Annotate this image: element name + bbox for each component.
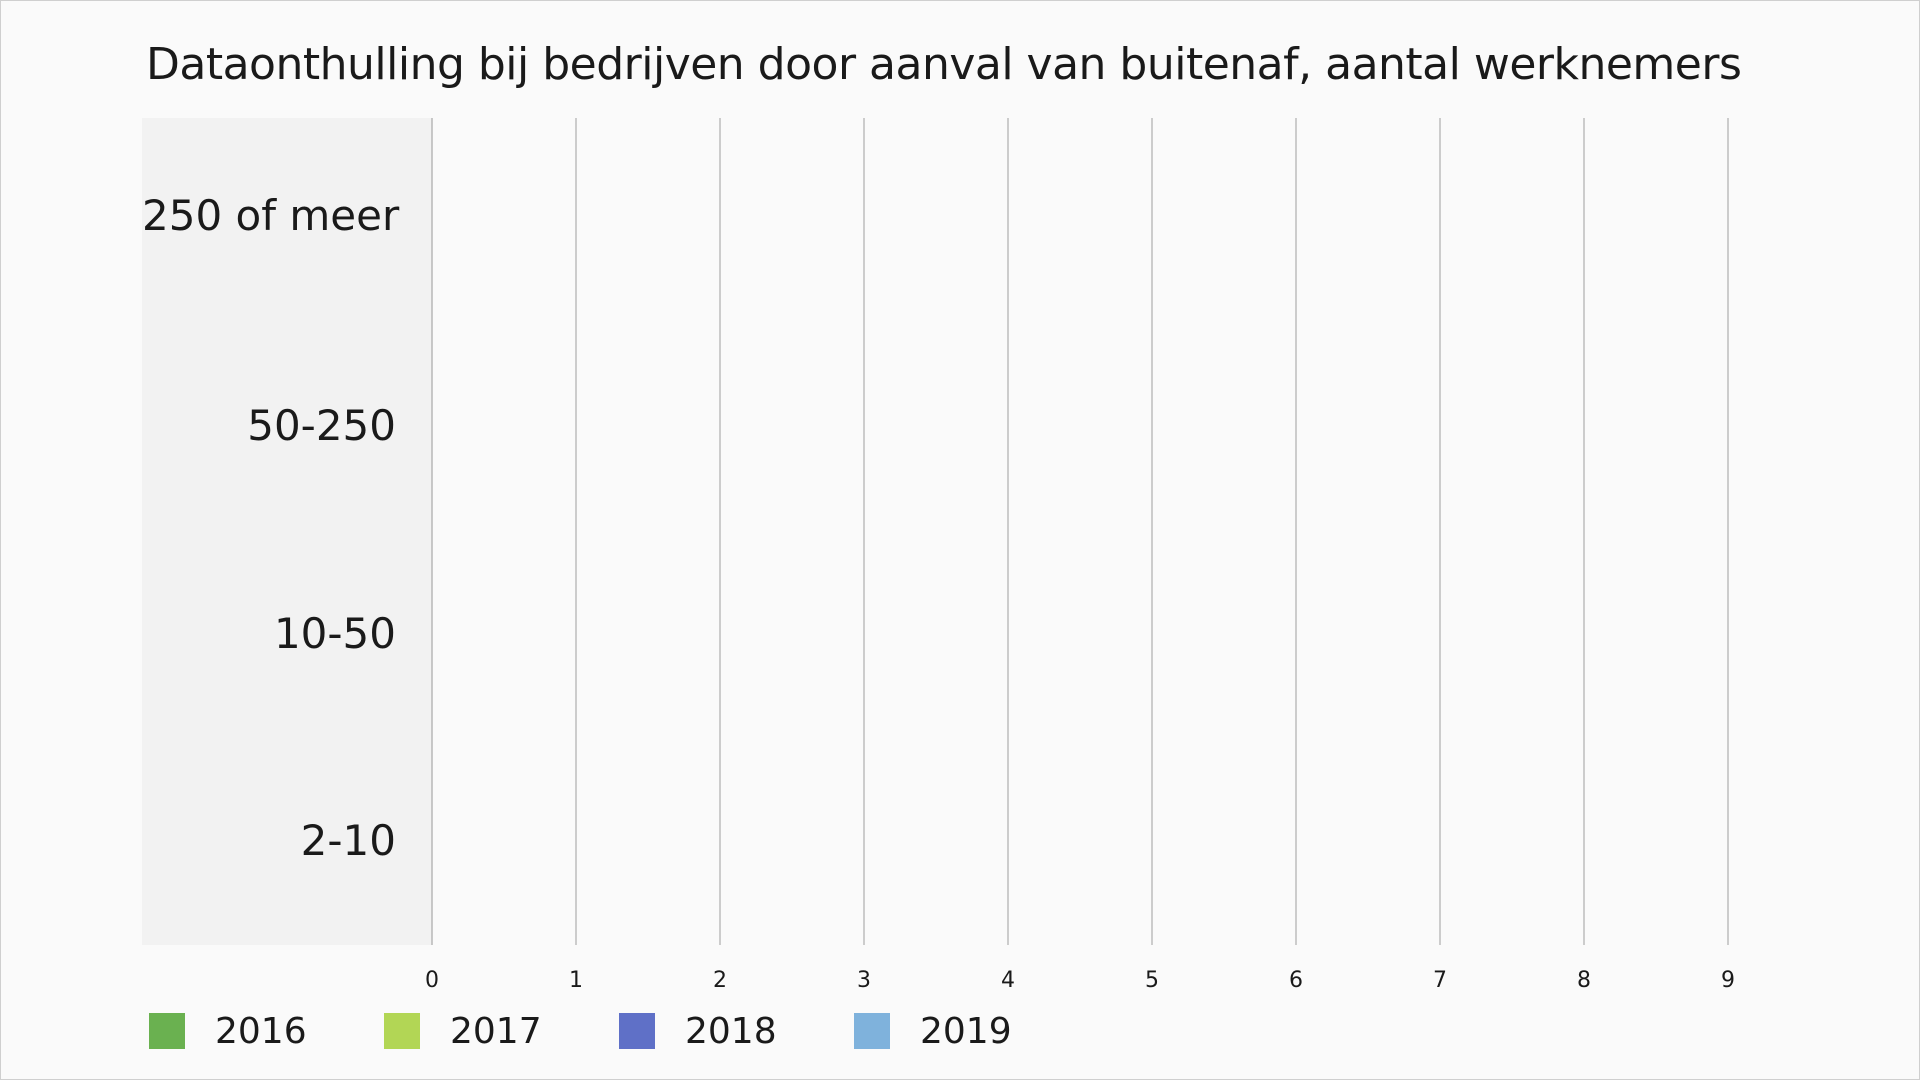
legend-label-2019: 2019 bbox=[920, 1010, 1012, 1052]
legend-swatch-2017 bbox=[384, 1013, 420, 1049]
category-label: 10-50 bbox=[273, 609, 396, 658]
legend-item-2017: 2017 bbox=[384, 1011, 619, 1052]
legend-item-2019: 2019 bbox=[854, 1011, 1089, 1052]
x-tick-label: 0 bbox=[425, 968, 439, 993]
x-tick-label: 2 bbox=[713, 968, 727, 993]
x-tick-label: 3 bbox=[857, 968, 871, 993]
legend-item-2018: 2018 bbox=[619, 1011, 854, 1052]
x-tick-label: 8 bbox=[1577, 968, 1591, 993]
legend-swatch-2016 bbox=[149, 1013, 185, 1049]
x-tick-label: 9 bbox=[1721, 968, 1735, 993]
legend-label-2018: 2018 bbox=[685, 1010, 777, 1052]
category-label: 250 of meer bbox=[142, 191, 400, 240]
legend-label-2017: 2017 bbox=[450, 1010, 542, 1052]
chart-title: Dataonthulling bij bedrijven door aanval… bbox=[146, 39, 1742, 90]
legend-swatch-2019 bbox=[854, 1013, 890, 1049]
x-tick-label: 5 bbox=[1145, 968, 1159, 993]
x-tick-label: 7 bbox=[1433, 968, 1447, 993]
legend-label-2016: 2016 bbox=[215, 1010, 307, 1052]
category-panel bbox=[142, 118, 432, 945]
x-tick-label: 6 bbox=[1289, 968, 1303, 993]
category-label: 2-10 bbox=[300, 816, 396, 865]
legend-item-2016: 2016 bbox=[149, 1011, 384, 1052]
category-label: 50-250 bbox=[247, 401, 396, 450]
x-tick-label: 1 bbox=[569, 968, 583, 993]
x-tick-label: 4 bbox=[1001, 968, 1015, 993]
legend: 2016 2017 2018 2019 bbox=[149, 1011, 1089, 1052]
legend-swatch-2018 bbox=[619, 1013, 655, 1049]
